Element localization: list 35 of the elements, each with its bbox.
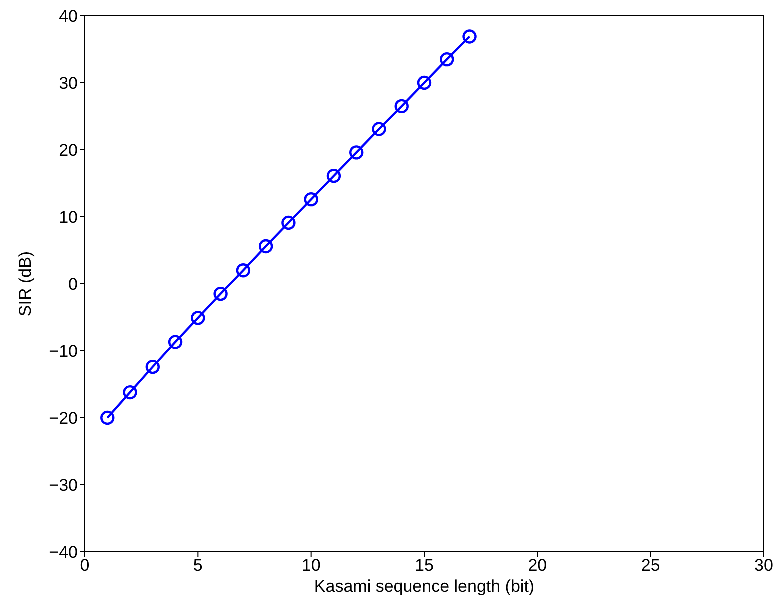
point — [417, 76, 432, 90]
y-tick-label: 20 — [59, 141, 78, 160]
x-tick-label: 15 — [415, 556, 434, 576]
y-axis-title: SIR (dB) — [16, 251, 36, 317]
y-tick-label: 30 — [59, 74, 78, 94]
point — [440, 52, 454, 67]
point — [282, 216, 296, 230]
y-tick-label: −40 — [49, 543, 78, 562]
x-axis-title: Kasami sequence length (bit) — [314, 577, 535, 596]
point — [146, 360, 160, 374]
y-tick-label: 10 — [59, 208, 78, 228]
point — [304, 192, 318, 207]
point — [168, 335, 183, 350]
y-tick-label: 0 — [68, 275, 78, 294]
y-tick-label: −20 — [49, 409, 78, 428]
point — [191, 311, 206, 326]
x-tick-label: 0 — [80, 556, 90, 576]
point — [394, 99, 409, 114]
point — [462, 30, 477, 44]
y-tick-label: 40 — [59, 7, 78, 26]
point — [258, 239, 274, 254]
point — [326, 169, 342, 184]
x-tick-label: 5 — [193, 556, 203, 576]
point — [100, 410, 115, 426]
y-tick-label: −30 — [49, 476, 78, 496]
point — [372, 122, 386, 136]
x-tick-label: 20 — [528, 556, 548, 576]
x-tick-label: 25 — [641, 556, 660, 576]
x-tick-label: 30 — [754, 556, 774, 576]
point — [123, 385, 138, 400]
point — [236, 264, 251, 278]
y-tick-label: −10 — [49, 342, 78, 362]
point — [350, 146, 364, 160]
point — [214, 286, 228, 302]
x-tick-label: 10 — [302, 556, 321, 576]
